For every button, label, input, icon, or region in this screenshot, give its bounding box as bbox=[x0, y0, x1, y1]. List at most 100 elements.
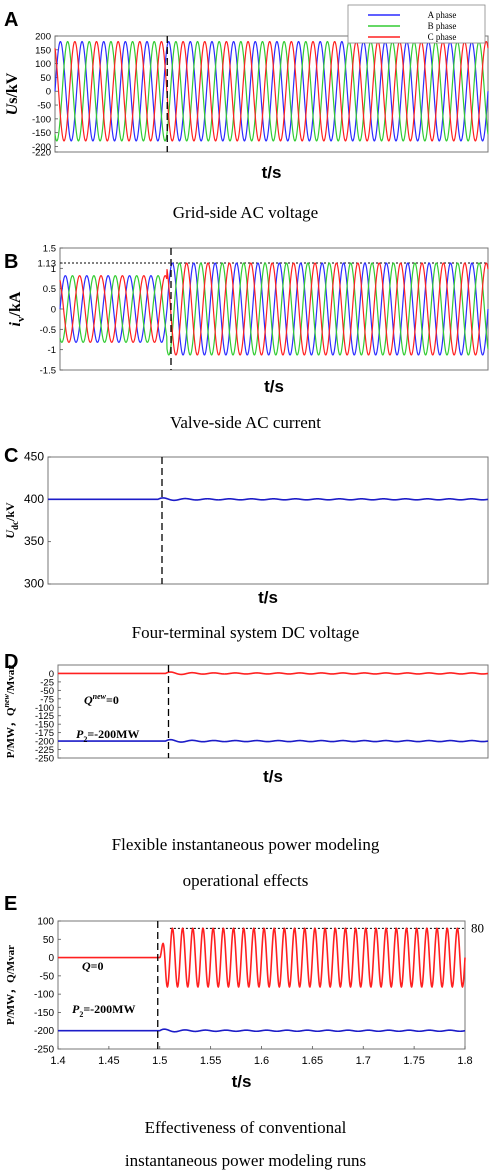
reference-label: 80 bbox=[471, 920, 484, 935]
panel-d: D 0-25-50-75-100-125-150-175-200-225-250 t… bbox=[2, 651, 489, 786]
y-tick-label: -50 bbox=[37, 101, 51, 112]
y-tick-label: -150 bbox=[35, 720, 54, 731]
y-tick-label: -125 bbox=[35, 711, 54, 722]
y-tick-label: 200 bbox=[35, 32, 51, 43]
y-axis-label: iv/kA bbox=[7, 291, 27, 326]
x-tick-label: 1.65 bbox=[302, 1055, 323, 1067]
series-line-1 bbox=[58, 927, 466, 988]
x-tick-label: 1.4 bbox=[50, 1055, 65, 1067]
y-tick-label: 1.5 bbox=[43, 244, 56, 255]
y-tick-label: -250 bbox=[35, 754, 54, 765]
y-tick-label: 0 bbox=[46, 87, 51, 98]
y-tick-label: 0 bbox=[48, 953, 54, 964]
y-tick-label: 0 bbox=[51, 305, 56, 316]
y-tick-label: 150 bbox=[35, 45, 51, 56]
x-tick-label: 1.45 bbox=[98, 1055, 119, 1067]
annotation: Qnew=0 bbox=[84, 692, 119, 707]
x-tick-label: 1.8 bbox=[457, 1055, 472, 1067]
y-tick-label: 0.5 bbox=[43, 284, 56, 295]
y-tick-label: -25 bbox=[40, 677, 54, 688]
y-tick-label: 100 bbox=[37, 917, 54, 928]
series-line-2 bbox=[58, 738, 489, 743]
x-axis-label: t/s bbox=[262, 163, 282, 182]
y-tick-label: -50 bbox=[40, 686, 54, 697]
series-line-3 bbox=[59, 262, 489, 356]
y-tick-label: 0 bbox=[49, 669, 54, 680]
x-tick-label: 1.5 bbox=[152, 1055, 167, 1067]
plot-frame bbox=[57, 664, 489, 759]
panel-b: B 1.5 1.131 0.5 0 -0.5 -1 -1.5 t/s iv/kA bbox=[4, 244, 489, 396]
y-tick-label: -150 bbox=[32, 128, 51, 139]
legend-label: B phase bbox=[428, 21, 457, 31]
x-tick-label: 1.7 bbox=[356, 1055, 371, 1067]
y-tick-label: -50 bbox=[40, 971, 55, 982]
series-line-1 bbox=[54, 40, 489, 142]
caption-a: Grid-side AC voltage bbox=[172, 203, 319, 222]
series-line-2 bbox=[59, 262, 489, 356]
series-line-2 bbox=[54, 40, 489, 142]
panel-letter: A bbox=[4, 9, 18, 31]
y-tick-label: -220 bbox=[32, 148, 51, 159]
y-axis-label: P/MW，Qnew/Mvar bbox=[2, 665, 17, 759]
y-tick-label: -0.5 bbox=[40, 325, 56, 336]
y-tick-label: -225 bbox=[35, 745, 54, 756]
y-tick-label: 50 bbox=[40, 73, 51, 84]
series-line-1 bbox=[59, 262, 489, 356]
x-tick-label: 1.75 bbox=[403, 1055, 424, 1067]
annotation: P2=-200MW bbox=[76, 727, 140, 744]
x-axis-label: t/s bbox=[258, 588, 278, 607]
panel-letter: D bbox=[4, 651, 18, 673]
series-line-1 bbox=[58, 671, 489, 676]
y-axis-label: P/MW，Q/Mvar bbox=[5, 945, 17, 1025]
y-tick-label: -250 bbox=[34, 1045, 54, 1056]
caption-b: Valve-side AC current bbox=[169, 413, 322, 432]
panel-letter: B bbox=[4, 251, 18, 273]
y-tick-label: 300 bbox=[24, 577, 44, 591]
legend-label: A phase bbox=[428, 10, 457, 20]
y-axis-label: Udc/kV bbox=[3, 502, 20, 539]
series-line-1 bbox=[48, 497, 489, 502]
y-tick-label: -1 bbox=[48, 345, 56, 356]
panel-letter: C bbox=[4, 445, 18, 467]
y-tick-label: 400 bbox=[24, 492, 44, 506]
y-tick-label: -200 bbox=[32, 142, 51, 153]
y-tick-label: -100 bbox=[34, 990, 54, 1001]
x-axis-label: t/s bbox=[232, 1072, 252, 1091]
y-tick-label: -150 bbox=[34, 1008, 54, 1019]
y-tick-label: 50 bbox=[43, 935, 55, 946]
y-tick-label: 1 bbox=[51, 264, 56, 275]
annotation: P2=-200MW bbox=[72, 1002, 136, 1019]
y-tick-label: -1.5 bbox=[40, 366, 56, 377]
x-axis-label: t/s bbox=[264, 377, 284, 396]
plot-frame bbox=[47, 456, 489, 585]
y-tick-label: -175 bbox=[35, 728, 54, 739]
series-line-3 bbox=[54, 40, 489, 142]
y-tick-label: -100 bbox=[32, 114, 51, 125]
caption-e-line1: Effectiveness of conventional bbox=[144, 1118, 347, 1137]
x-tick-label: 1.55 bbox=[200, 1055, 221, 1067]
annotation: Q=0 bbox=[82, 959, 104, 973]
y-tick-label: 450 bbox=[24, 450, 44, 464]
caption-e-line2: instantaneous power modeling runs bbox=[124, 1151, 367, 1170]
y-tick-label: -75 bbox=[40, 694, 54, 705]
series-line-2 bbox=[58, 1028, 466, 1033]
legend-label: C phase bbox=[428, 32, 457, 42]
panel-c: C 450 400 350 300 t/s Udc/kV bbox=[3, 445, 489, 607]
y-axis-label: Us/kV bbox=[4, 72, 21, 115]
y-tick-label: 100 bbox=[35, 59, 51, 70]
y-tick-label: 350 bbox=[24, 534, 44, 548]
x-axis-label: t/s bbox=[263, 767, 283, 786]
caption-d-line2: operational effects bbox=[182, 871, 309, 890]
caption-c: Four-terminal system DC voltage bbox=[131, 623, 360, 642]
caption-d-line1: Flexible instantaneous power modeling bbox=[111, 835, 380, 854]
y-tick-label: -200 bbox=[35, 737, 54, 748]
panel-letter: E bbox=[4, 893, 17, 915]
panel-a: A 200 150 100 50 0 -50 -100 -150 -200-220 t/s Us/kV… bbox=[4, 4, 489, 182]
y-tick-label: -100 bbox=[35, 703, 54, 714]
x-tick-label: 1.6 bbox=[254, 1055, 269, 1067]
plot-frame bbox=[57, 920, 466, 1050]
y-tick-label: -200 bbox=[34, 1026, 54, 1037]
